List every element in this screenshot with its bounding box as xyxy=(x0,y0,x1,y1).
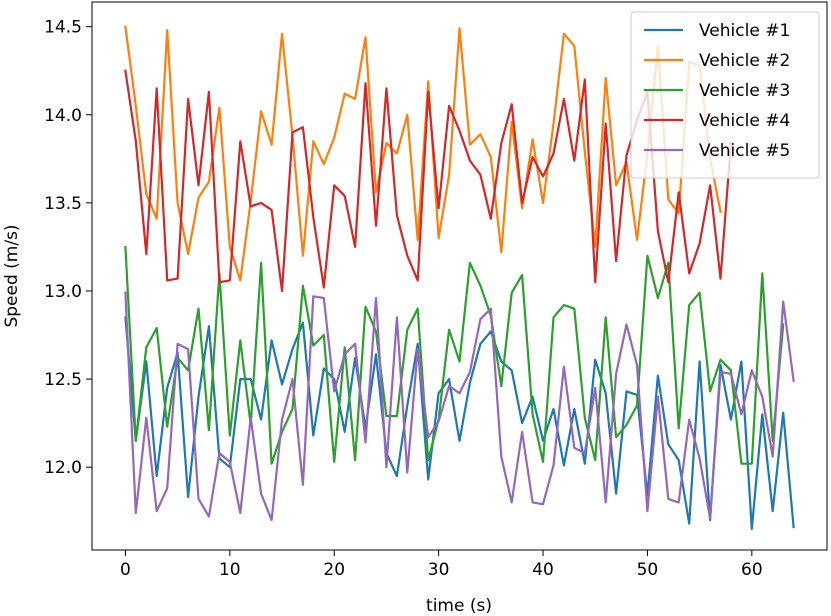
x-tick-label: 0 xyxy=(120,560,131,580)
x-tick-label: 50 xyxy=(637,560,659,580)
legend-label-vehicle-5: Vehicle #5 xyxy=(699,141,790,161)
series-line-vehicle-3 xyxy=(124,245,785,465)
x-axis: 0 10 20 30 40 50 60 xyxy=(120,550,763,580)
x-tick-label: 60 xyxy=(741,560,763,580)
series-line-vehicle-4 xyxy=(124,69,733,293)
y-axis: 12.0 12.5 13.0 13.5 14.0 14.5 xyxy=(44,18,92,478)
y-tick-label: 13.5 xyxy=(44,194,82,214)
x-tick-label: 10 xyxy=(219,560,241,580)
x-tick-label: 40 xyxy=(532,560,554,580)
legend-label-vehicle-4: Vehicle #4 xyxy=(699,111,790,131)
y-tick-label: 14.5 xyxy=(44,18,82,38)
legend-label-vehicle-2: Vehicle #2 xyxy=(699,51,790,71)
x-tick-label: 30 xyxy=(428,560,450,580)
x-axis-label: time (s) xyxy=(426,596,492,616)
y-tick-label: 12.0 xyxy=(44,458,82,478)
series-line-vehicle-5 xyxy=(124,291,795,522)
y-tick-label: 13.0 xyxy=(44,282,82,302)
legend-label-vehicle-3: Vehicle #3 xyxy=(699,81,790,101)
y-axis-label: Speed (m/s) xyxy=(2,224,22,327)
axes-frame xyxy=(91,1,828,551)
legend-label-vehicle-1: Vehicle #1 xyxy=(699,21,790,41)
series-line-vehicle-2 xyxy=(124,25,722,282)
legend-frame xyxy=(630,11,820,179)
series-layer xyxy=(124,25,795,531)
legend: Vehicle #1 Vehicle #2 Vehicle #3 Vehicle #4… xyxy=(630,11,820,179)
y-tick-label: 14.0 xyxy=(44,106,82,126)
y-tick-label: 12.5 xyxy=(44,370,82,390)
x-tick-label: 20 xyxy=(323,560,345,580)
plot-area xyxy=(91,1,828,551)
